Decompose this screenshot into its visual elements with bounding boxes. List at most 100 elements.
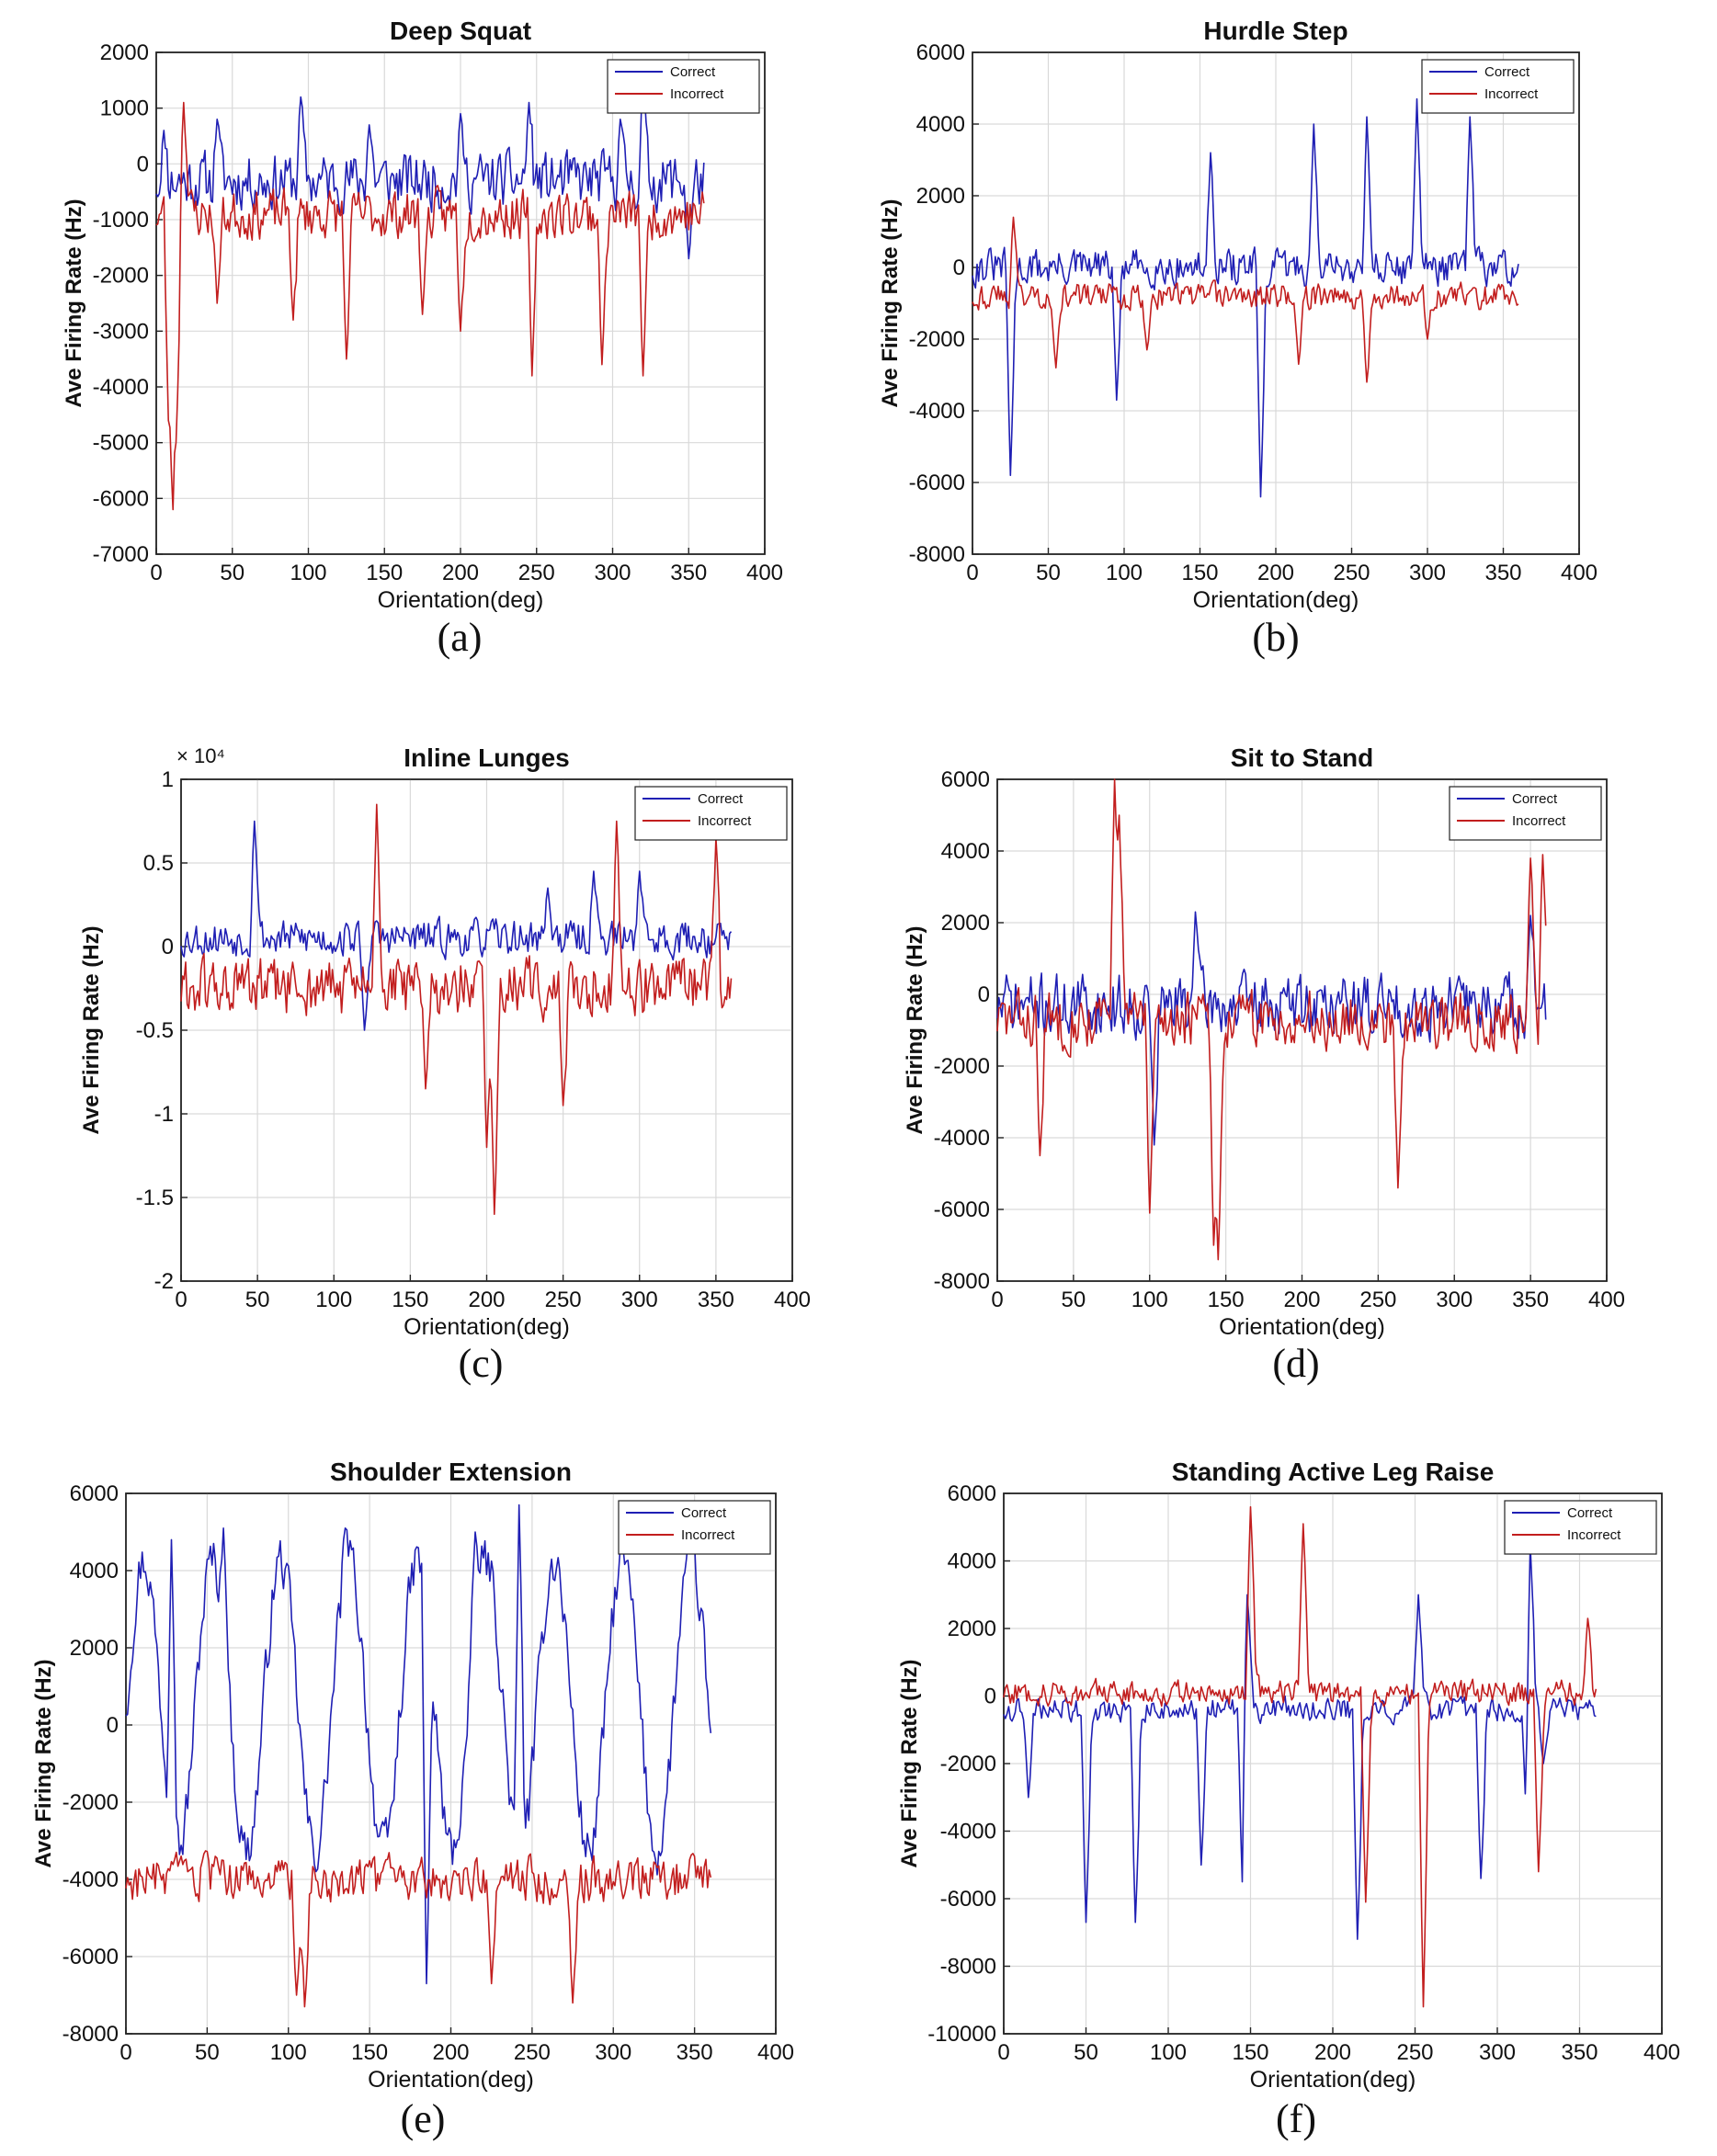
- series-line-incorrect: [1003, 1505, 1598, 2008]
- x-tick-label: 400: [1643, 2040, 1680, 2065]
- y-tick-label: -8000: [940, 1955, 996, 1980]
- chart-panel: 0 50 100 150 200 250 300 350 400 -8000 -6000 -4000 -…: [878, 17, 1598, 660]
- x-tick-label: 150: [1208, 1288, 1245, 1312]
- y-tick-label: -8000: [63, 2022, 119, 2047]
- y-tick-label: -4000: [63, 1867, 119, 1892]
- legend-entry: Incorrect: [1567, 1527, 1621, 1543]
- y-axis-label: Ave Firing Rate (Hz): [79, 925, 104, 1134]
- legend-entry: Correct: [1484, 64, 1530, 80]
- series-line-correct: [155, 79, 705, 260]
- x-tick-label: 100: [1106, 561, 1143, 585]
- legend-entry: Incorrect: [681, 1527, 735, 1543]
- y-axis-label: Ave Firing Rate (Hz): [878, 199, 903, 407]
- x-tick-label: 50: [245, 1288, 270, 1312]
- y-tick-label: -6000: [93, 486, 149, 511]
- y-tick-label: -4000: [940, 1820, 996, 1844]
- y-tick-label: 0: [953, 255, 965, 280]
- x-tick-label: 300: [1409, 561, 1446, 585]
- x-tick-label: 350: [1484, 561, 1521, 585]
- legend-entry: Correct: [1512, 791, 1558, 807]
- x-tick-label: 200: [1314, 2040, 1351, 2065]
- legend: [634, 786, 788, 841]
- series-line-correct: [996, 911, 1547, 1146]
- x-tick-label: 250: [1396, 2040, 1433, 2065]
- series-line-correct: [180, 820, 733, 1031]
- panel-caption: (e): [401, 2096, 446, 2141]
- y-tick-label: -4000: [934, 1126, 990, 1151]
- y-axis-label: Ave Firing Rate (Hz): [62, 199, 86, 407]
- x-tick-label: 150: [1181, 561, 1218, 585]
- x-tick-label: 250: [518, 561, 555, 585]
- x-tick-label: 200: [1283, 1288, 1320, 1312]
- chart-panel: 0 50 100 150 200 250 300 350 400 -2 -1.5 -1 -0.5 0 0.5…: [79, 743, 811, 1386]
- y-tick-label: 2000: [948, 1617, 996, 1641]
- y-tick-label: -4000: [93, 375, 149, 400]
- legend-entry: Correct: [698, 791, 744, 807]
- chart-title: Standing Active Leg Raise: [1172, 1458, 1495, 1486]
- y-tick-label: 0: [162, 935, 174, 959]
- y-tick-label: 1: [162, 767, 174, 792]
- y-tick-label: -3000: [93, 319, 149, 344]
- x-tick-label: 400: [1561, 561, 1598, 585]
- y-tick-label: -2000: [909, 327, 965, 352]
- y-tick-label: -10000: [927, 2022, 996, 2047]
- y-tick-label: 6000: [941, 767, 990, 792]
- legend-entry: Incorrect: [698, 813, 752, 829]
- y-tick-label: -1000: [93, 208, 149, 233]
- plot-border: [1003, 1492, 1663, 2035]
- legend: [1504, 1500, 1657, 1555]
- y-tick-label: 6000: [948, 1481, 996, 1506]
- x-tick-label: 50: [195, 2040, 220, 2065]
- y-tick-label: 1000: [100, 96, 149, 121]
- x-tick-label: 150: [366, 561, 403, 585]
- x-tick-label: 50: [1036, 561, 1061, 585]
- x-tick-label: 350: [670, 561, 707, 585]
- legend: [1421, 59, 1575, 114]
- chart-panel: 0 50 100 150 200 250 300 350 400 -7000 -6000 -5000 -…: [62, 17, 783, 660]
- y-tick-label: 0: [978, 982, 990, 1007]
- x-tick-label: 300: [621, 1288, 658, 1312]
- x-tick-label: 250: [1333, 561, 1370, 585]
- x-tick-label: 100: [315, 1288, 352, 1312]
- x-tick-label: 100: [1131, 1288, 1168, 1312]
- series-line-correct: [972, 97, 1519, 498]
- series-line-incorrect: [180, 803, 733, 1215]
- x-tick-label: 350: [1512, 1288, 1549, 1312]
- plot-border: [180, 778, 793, 1282]
- legend-entry: Correct: [670, 64, 716, 80]
- x-tick-label: 200: [468, 1288, 505, 1312]
- x-tick-label: 150: [351, 2040, 388, 2065]
- y-tick-label: -0.5: [136, 1018, 174, 1043]
- y-tick-label: -2000: [93, 264, 149, 289]
- x-tick-label: 0: [997, 2040, 1009, 2065]
- chart-title: Shoulder Extension: [330, 1458, 572, 1486]
- legend: [618, 1500, 771, 1555]
- x-tick-label: 300: [595, 2040, 631, 2065]
- x-tick-label: 200: [432, 2040, 469, 2065]
- legend: [607, 59, 760, 114]
- panel-caption: (b): [1252, 615, 1299, 660]
- x-axis-label: Orientation(deg): [404, 1314, 570, 1340]
- y-tick-label: 0: [984, 1685, 996, 1709]
- y-tick-label: -4000: [909, 399, 965, 424]
- series-line-incorrect: [972, 216, 1519, 383]
- legend: [1449, 786, 1602, 841]
- panel-caption: (f): [1276, 2096, 1316, 2141]
- series-line-incorrect: [996, 778, 1547, 1261]
- y-tick-label: -2: [154, 1269, 174, 1294]
- legend-entry: Correct: [681, 1505, 727, 1521]
- x-tick-label: 300: [1479, 2040, 1516, 2065]
- x-tick-label: 400: [757, 2040, 794, 2065]
- y-tick-label: 4000: [948, 1549, 996, 1574]
- y-tick-label: 4000: [941, 839, 990, 864]
- x-tick-label: 300: [594, 561, 631, 585]
- x-tick-label: 0: [966, 561, 978, 585]
- chart-title: Deep Squat: [390, 17, 531, 45]
- chart-panel: 0 50 100 150 200 250 300 350 400 -8000 -6000 -4000 -…: [31, 1458, 794, 2141]
- panel-caption: (a): [438, 615, 483, 660]
- y-scale-multiplier: × 10⁴: [176, 744, 225, 767]
- x-axis-label: Orientation(deg): [1250, 2067, 1416, 2093]
- y-tick-label: 6000: [916, 40, 965, 65]
- y-tick-label: 4000: [916, 112, 965, 137]
